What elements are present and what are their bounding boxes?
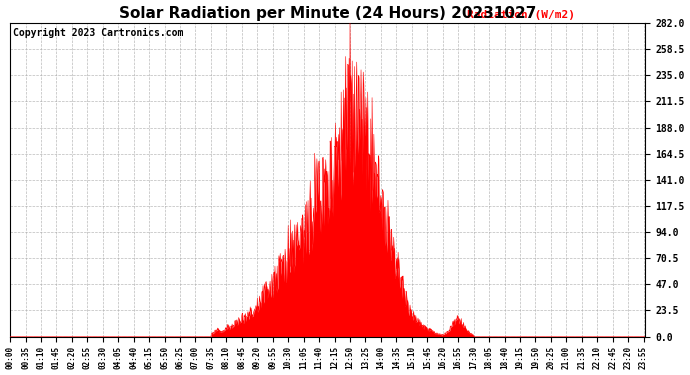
Text: Copyright 2023 Cartronics.com: Copyright 2023 Cartronics.com (13, 28, 184, 38)
Title: Solar Radiation per Minute (24 Hours) 20231027: Solar Radiation per Minute (24 Hours) 20… (119, 6, 536, 21)
Text: Radiation (W/m2): Radiation (W/m2) (467, 10, 575, 20)
